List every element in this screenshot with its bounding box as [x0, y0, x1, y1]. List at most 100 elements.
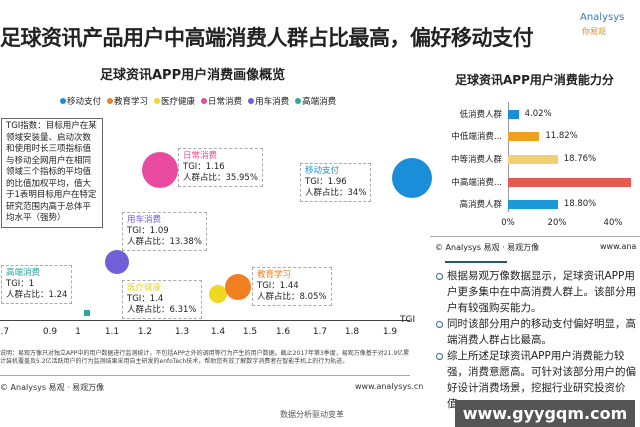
category-name: 移动支付: [305, 166, 340, 176]
x-tick-label: 1: [75, 327, 81, 337]
bubble-label-box: 日常消费 TGI：1.16 人群占比：35.95%: [178, 148, 263, 187]
x-tick-label: 1.6: [275, 327, 291, 337]
legend-item: 高端消费: [295, 95, 336, 107]
legend-label: 高端消费: [302, 97, 337, 107]
source-left: © Analysys 易观 · 易观万像: [0, 383, 105, 392]
tgi-value: TGI：1.44: [257, 281, 299, 291]
legend-dot: [201, 98, 208, 104]
x-tick-label: 1.3: [174, 327, 190, 337]
bubble-chart-title: 足球资讯APP用户消费画像概览: [100, 68, 286, 83]
category-name: 日常消费: [183, 151, 218, 161]
legend-dot: [154, 98, 161, 104]
share-value: 人群占比：35.95%: [183, 173, 258, 183]
bubble-高端消费: [84, 310, 90, 316]
accent-underline: [445, 261, 507, 263]
bullet-item: 综上所述足球资讯APP用户消费能力较强，消费意愿高。可针对该部分用户的偏好设计消…: [435, 348, 640, 412]
bar: [508, 110, 519, 119]
bar-category-label: 中等消费人群: [450, 155, 502, 165]
tgi-value: TGI：1.4: [127, 294, 164, 304]
tgi-value: TGI：1: [6, 279, 35, 289]
x-axis-label: TGI: [400, 315, 416, 325]
category-name: 用车消费: [127, 215, 162, 225]
bar-x-tick: 40%: [603, 218, 623, 228]
bar-chart-title: 足球资讯APP用户消费能力分: [455, 73, 614, 87]
category-name: 教育学习: [257, 270, 292, 280]
bar-category-label: 高消费人群: [459, 200, 502, 210]
x-tick-label: 1.8: [344, 327, 360, 337]
bubble-移动支付: [392, 158, 432, 198]
bubble-label-box: 用车消费 TGI：1.09 人群占比：13.38%: [122, 212, 207, 251]
share-value: 人群占比：34%: [305, 188, 367, 198]
analysys-logo: Analysys: [580, 12, 625, 23]
bar: [508, 200, 558, 209]
x-tick-label: 1.1: [104, 327, 120, 337]
legend-dot: [107, 98, 114, 104]
source2-url: www.ana: [600, 242, 637, 251]
bubble-label-box: 移动支付 TGI：1.96 人群占比：34%: [300, 163, 372, 202]
method-note: 说明：易观万像只对独立APP中的用户数据进行监测统计，不包括APP之外的调用等行…: [0, 350, 410, 365]
bar: [508, 155, 558, 164]
tgi-value: TGI：1.16: [183, 162, 225, 172]
x-tick-label: 0.7: [0, 327, 10, 337]
legend-label: 日常消费: [208, 97, 243, 107]
bar-category-label: 中高端消费...: [451, 178, 502, 188]
x-tick-label: 1.7: [312, 327, 328, 337]
legend-dot: [248, 98, 255, 104]
bullet-item: 同时该部分用户的移动支付偏好明显，高端消费人群占比最高。: [435, 316, 640, 348]
x-tick-label: 1.4: [210, 327, 226, 337]
legend-label: 教育学习: [114, 97, 149, 107]
divider: [430, 236, 640, 237]
legend-item: 用车消费: [248, 95, 289, 107]
x-tick-label: 1.9: [382, 327, 398, 337]
source2-left: © Analysys 易观 · 易观万像: [435, 243, 540, 252]
watermark-banner: www.gyygqm.com: [455, 400, 635, 427]
tgi-definition-box: TGI指数：目标用户在某领域安装量、启动次数和使用时长三项指标值与移动全网用户在…: [1, 118, 103, 228]
bar-value-label: 18.76%: [563, 154, 597, 164]
legend-item: 教育学习: [107, 95, 148, 107]
share-value: 人群占比：13.38%: [127, 237, 202, 247]
bar-category-label: 低消费人群: [459, 110, 502, 120]
bullet-item: 根据易观万像数据显示，足球资讯APP用户更多集中在中高消费人群上。该部分用户有较…: [435, 268, 640, 316]
bubble-label-box: 医疗健康 TGI：1.4 人群占比：6.31%: [122, 280, 202, 319]
legend-dot: [295, 98, 302, 104]
bubble-医疗健康: [209, 285, 227, 303]
bubble-教育学习: [225, 274, 251, 300]
bar: [508, 178, 632, 187]
bubble-legend: 移动支付 教育学习 医疗健康 日常消费 用车消费 高端消费: [60, 95, 336, 107]
legend-item: 移动支付: [60, 95, 101, 107]
legend-label: 移动支付: [67, 97, 102, 107]
bubble-日常消费: [142, 152, 178, 188]
bubble-用车消费: [105, 250, 129, 274]
bar-category-label: 中低端消费...: [451, 132, 502, 142]
bar: [508, 132, 540, 141]
bubble-label-box: 教育学习 TGI：1.44 人群占比：8.05%: [252, 267, 332, 306]
bar-x-tick: 0%: [501, 218, 515, 228]
legend-dot: [60, 98, 66, 104]
legend-label: 用车消费: [255, 97, 290, 107]
bar-value-label: 11.82%: [545, 131, 578, 141]
bar-x-tick: 20%: [547, 218, 567, 228]
category-name: 高端消费: [6, 268, 41, 278]
bullet-list: 根据易观万像数据显示，足球资讯APP用户更多集中在中高消费人群上。该部分用户有较…: [435, 268, 640, 412]
bar-value-label: 18.80%: [563, 199, 597, 209]
legend-item: 日常消费: [201, 95, 242, 107]
legend-item: 医疗健康: [154, 95, 195, 107]
divider: [0, 375, 410, 376]
slide-title: 足球资讯产品用户中高端消费人群占比最高，偏好移动支付: [0, 26, 534, 50]
tgi-value: TGI：1.96: [305, 177, 347, 187]
bubble-label-box: 高端消费 TGI：1 人群占比：1.24: [1, 265, 73, 304]
share-value: 人群占比：1.24: [6, 290, 68, 300]
logo-subtitle: 你易观: [582, 27, 606, 36]
tgi-value: TGI：1.09: [127, 226, 169, 236]
footer-slogan: 数据分析驱动变革: [280, 410, 344, 419]
x-tick-label: 1.2: [137, 327, 153, 337]
x-tick-label: 0.9: [42, 327, 58, 337]
source-url: www.analysys.cn: [355, 382, 424, 391]
x-axis: [0, 320, 410, 321]
x-tick-label: 1.5: [242, 327, 258, 337]
share-value: 人群占比：6.31%: [127, 305, 197, 315]
category-name: 医疗健康: [127, 283, 162, 293]
bar-value-label: 4.02%: [524, 109, 552, 119]
legend-label: 医疗健康: [161, 97, 196, 107]
share-value: 人群占比：8.05%: [257, 292, 327, 302]
